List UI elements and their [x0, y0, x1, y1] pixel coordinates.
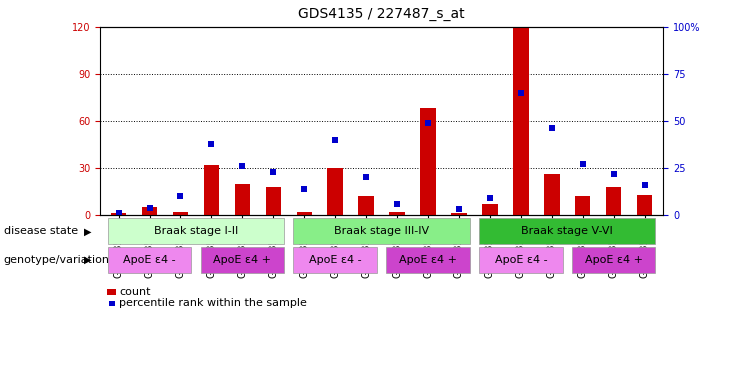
Bar: [107, 218, 284, 244]
Text: count: count: [119, 287, 151, 297]
Text: genotype/variation: genotype/variation: [4, 255, 110, 265]
Bar: [142, 207, 157, 215]
Text: ApoE ε4 +: ApoE ε4 +: [399, 255, 457, 265]
Bar: [111, 214, 126, 215]
Bar: [389, 212, 405, 215]
Point: [113, 210, 124, 216]
Point: [299, 185, 310, 192]
Text: Braak stage V-VI: Braak stage V-VI: [522, 226, 613, 237]
Point: [106, 300, 118, 306]
Bar: [293, 218, 470, 244]
Bar: [451, 214, 467, 215]
Bar: [265, 187, 281, 215]
Bar: [479, 218, 656, 244]
Point: [484, 195, 496, 201]
Text: percentile rank within the sample: percentile rank within the sample: [119, 298, 308, 308]
Bar: [606, 187, 622, 215]
Point: [175, 193, 187, 199]
Point: [236, 163, 248, 169]
Bar: [201, 247, 284, 273]
Bar: [296, 212, 312, 215]
Bar: [513, 27, 528, 215]
Point: [329, 137, 341, 143]
Bar: [482, 204, 498, 215]
Point: [360, 174, 372, 180]
Bar: [544, 174, 559, 215]
Bar: [204, 165, 219, 215]
Bar: [328, 168, 343, 215]
Point: [453, 206, 465, 212]
Bar: [572, 247, 656, 273]
Text: ▶: ▶: [84, 255, 91, 265]
Point: [144, 204, 156, 210]
Text: GDS4135 / 227487_s_at: GDS4135 / 227487_s_at: [299, 7, 465, 21]
Point: [576, 161, 588, 167]
Bar: [637, 195, 652, 215]
Bar: [107, 247, 191, 273]
Point: [515, 90, 527, 96]
Text: Braak stage III-IV: Braak stage III-IV: [334, 226, 429, 237]
Bar: [173, 212, 188, 215]
Text: ApoE ε4 -: ApoE ε4 -: [494, 255, 547, 265]
Text: ▶: ▶: [84, 226, 91, 237]
Text: Braak stage I-II: Braak stage I-II: [154, 226, 238, 237]
Text: ApoE ε4 -: ApoE ε4 -: [309, 255, 362, 265]
Text: ApoE ε4 +: ApoE ε4 +: [585, 255, 642, 265]
Text: ApoE ε4 +: ApoE ε4 +: [213, 255, 271, 265]
Point: [422, 120, 434, 126]
Text: ApoE ε4 -: ApoE ε4 -: [123, 255, 176, 265]
Bar: [479, 247, 562, 273]
Bar: [420, 108, 436, 215]
Bar: [235, 184, 250, 215]
Point: [391, 201, 403, 207]
Point: [205, 141, 217, 147]
Point: [608, 170, 619, 177]
Bar: [293, 247, 377, 273]
Point: [546, 126, 558, 132]
Point: [268, 169, 279, 175]
Point: [639, 182, 651, 188]
Bar: [359, 196, 374, 215]
Bar: [575, 196, 591, 215]
Bar: [386, 247, 470, 273]
Text: disease state: disease state: [4, 226, 78, 237]
